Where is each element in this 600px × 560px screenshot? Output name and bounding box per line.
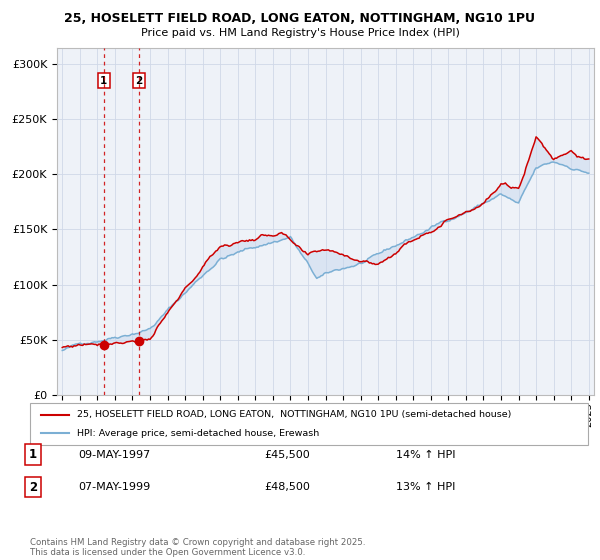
- Text: 1: 1: [29, 448, 37, 461]
- Text: 25, HOSELETT FIELD ROAD, LONG EATON,  NOTTINGHAM, NG10 1PU (semi-detached house): 25, HOSELETT FIELD ROAD, LONG EATON, NOT…: [77, 410, 512, 419]
- Text: HPI: Average price, semi-detached house, Erewash: HPI: Average price, semi-detached house,…: [77, 429, 320, 438]
- Text: 25, HOSELETT FIELD ROAD, LONG EATON, NOTTINGHAM, NG10 1PU: 25, HOSELETT FIELD ROAD, LONG EATON, NOT…: [65, 12, 536, 25]
- Text: Contains HM Land Registry data © Crown copyright and database right 2025.
This d: Contains HM Land Registry data © Crown c…: [30, 538, 365, 557]
- Text: Price paid vs. HM Land Registry's House Price Index (HPI): Price paid vs. HM Land Registry's House …: [140, 28, 460, 38]
- Text: £48,500: £48,500: [264, 482, 310, 492]
- Text: 14% ↑ HPI: 14% ↑ HPI: [396, 450, 455, 460]
- Text: 1: 1: [100, 76, 107, 86]
- Text: 09-MAY-1997: 09-MAY-1997: [78, 450, 150, 460]
- FancyBboxPatch shape: [30, 403, 588, 445]
- Text: 2: 2: [29, 480, 37, 494]
- Text: 07-MAY-1999: 07-MAY-1999: [78, 482, 150, 492]
- Text: 13% ↑ HPI: 13% ↑ HPI: [396, 482, 455, 492]
- Text: £45,500: £45,500: [264, 450, 310, 460]
- Text: 2: 2: [136, 76, 143, 86]
